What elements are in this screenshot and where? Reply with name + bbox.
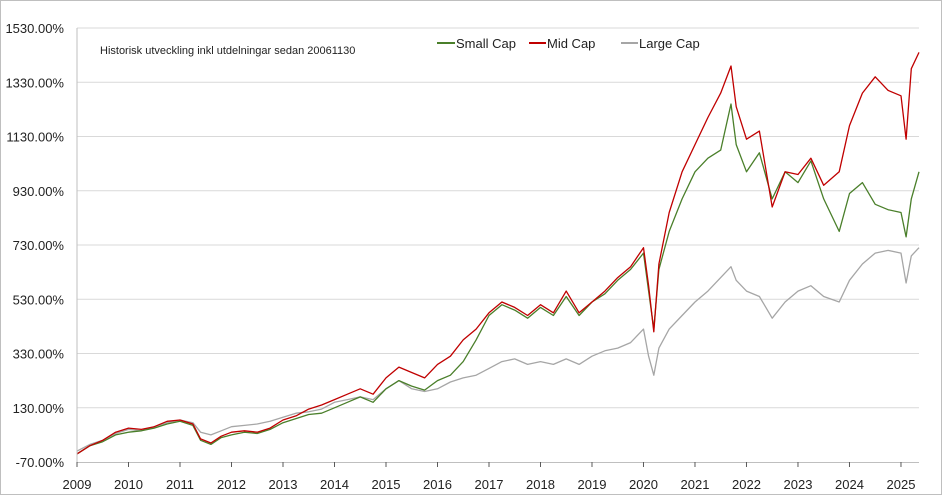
y-tick-label: 1330.00% <box>5 75 64 90</box>
y-tick-label: 330.00% <box>13 347 65 362</box>
x-tick-label: 2024 <box>835 477 864 492</box>
x-axis-tick-labels: 2009 2010 2011 2012 2013 2014 2015 2016 2017 2018… <box>63 477 916 492</box>
series-lines <box>76 52 920 455</box>
x-tick-label: 2015 <box>372 477 401 492</box>
series-line-large-cap <box>76 247 920 452</box>
y-tick-label: 730.00% <box>13 238 65 253</box>
y-tick-label: 930.00% <box>13 184 65 199</box>
x-tick-label: 2023 <box>784 477 813 492</box>
chart-subtitle: Historisk utveckling inkl utdelningar se… <box>100 45 355 57</box>
x-tick-label: 2009 <box>63 477 92 492</box>
x-tick-label: 2010 <box>114 477 143 492</box>
x-tick-label: 2012 <box>217 477 246 492</box>
x-tick-label: 2025 <box>887 477 916 492</box>
x-tick-label: 2017 <box>475 477 504 492</box>
legend-label-small-cap: Small Cap <box>456 36 516 51</box>
chart-legend: Small Cap Mid Cap Large Cap <box>437 36 700 51</box>
x-tick-label: 2022 <box>732 477 761 492</box>
grid-lines <box>77 27 919 409</box>
x-tick-label: 2020 <box>629 477 658 492</box>
x-tick-label: 2014 <box>320 477 349 492</box>
x-tick-label: 2019 <box>578 477 607 492</box>
legend-label-large-cap: Large Cap <box>639 36 700 51</box>
y-tick-label: 130.00% <box>13 401 65 416</box>
series-line-mid-cap <box>76 52 920 455</box>
x-tick-label: 2011 <box>166 477 194 492</box>
y-axis-tick-labels: 1530.00% 1330.00% 1130.00% 930.00% 730.00% 53… <box>5 21 64 470</box>
x-tick-label: 2021 <box>681 477 710 492</box>
y-tick-label: -70.00% <box>16 455 65 470</box>
y-tick-label: 530.00% <box>13 292 65 307</box>
x-tick-label: 2013 <box>269 477 298 492</box>
y-tick-label: 1130.00% <box>6 130 64 145</box>
legend-label-mid-cap: Mid Cap <box>547 36 595 51</box>
series-line-small-cap <box>76 103 920 455</box>
x-tick-label: 2016 <box>423 477 452 492</box>
x-tick-label: 2018 <box>526 477 555 492</box>
y-tick-label: 1530.00% <box>5 21 64 36</box>
axes <box>76 28 919 467</box>
